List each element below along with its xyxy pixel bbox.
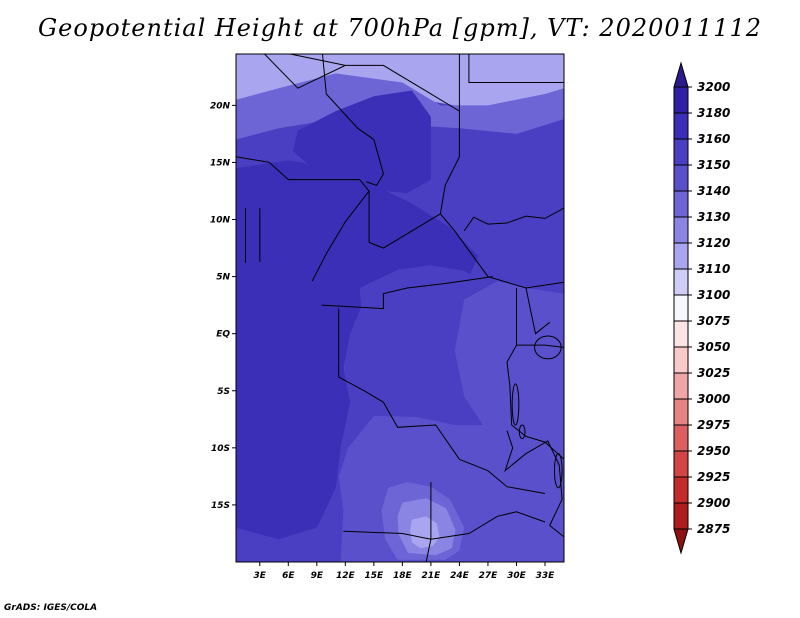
country-border	[463, 207, 564, 232]
colorbar-label: 2875	[697, 522, 730, 536]
y-tick-label: 5S	[217, 387, 230, 397]
colorbar-bottom-arrow	[673, 528, 689, 555]
x-tick-label: 12E	[336, 571, 356, 581]
colorbar-label: 2925	[697, 470, 730, 484]
y-tick-label: 5N	[216, 273, 230, 283]
colorbar-swatch	[673, 268, 689, 296]
y-tick-label: 20N	[210, 101, 231, 111]
colorbar-label: 3000	[697, 392, 730, 406]
country-border	[290, 54, 346, 66]
lake-outline	[553, 453, 563, 489]
x-tick-label: 15E	[365, 571, 385, 581]
colorbar-swatch	[673, 320, 689, 348]
colorbar-swatch	[673, 398, 689, 426]
field-region-west-coast-band	[236, 160, 479, 540]
x-tick-label: 18E	[393, 571, 413, 581]
map-frame	[235, 53, 565, 563]
colorbar-swatch	[673, 112, 689, 140]
colorbar-swatch	[673, 190, 689, 218]
colorbar-label: 3025	[697, 366, 730, 380]
colorbar-label: 3130	[697, 210, 730, 224]
colorbar-label: 3140	[697, 184, 730, 198]
colorbar-swatch	[673, 372, 689, 400]
colorbar-label: 2975	[697, 418, 730, 432]
colorbar-swatch	[673, 138, 689, 166]
colorbar-label: 3050	[697, 340, 730, 354]
colorbar-label: 2950	[697, 444, 730, 458]
x-tick-label: 3E	[254, 571, 267, 581]
colorbar-swatch	[673, 86, 689, 114]
country-border	[516, 344, 564, 348]
country-border	[504, 430, 564, 538]
lake-outline	[534, 335, 562, 360]
colorbar-label: 3180	[697, 106, 730, 120]
colorbar-label: 3200	[697, 80, 730, 94]
colorbar-top-arrow	[673, 61, 689, 88]
x-tick-label: 21E	[422, 571, 442, 581]
lake-outline	[511, 383, 520, 426]
field-region-east-sudan-region	[464, 144, 564, 277]
x-tick-label: 24E	[450, 571, 470, 581]
x-tick-label: 30E	[507, 571, 527, 581]
country-border	[468, 54, 564, 83]
colorbar-swatch	[673, 450, 689, 478]
country-border	[525, 287, 551, 335]
country-border	[506, 288, 564, 460]
colorbar-label: 3075	[697, 314, 730, 328]
x-axis: 3E 6E 9E 12E 15E 18E 21E 24E 27E 30E 33E	[254, 562, 556, 581]
colorbar-swatch	[673, 476, 689, 504]
footer-credit: GrADS: IGES/COLA	[4, 603, 98, 613]
lake-outline	[518, 424, 526, 440]
country-borders	[236, 54, 564, 562]
chart-title: Geopotential Height at 700hPa [gpm], VT:…	[38, 14, 762, 42]
y-tick-label: 15N	[210, 158, 231, 168]
x-tick-label: 9E	[311, 571, 324, 581]
y-tick-label: 10N	[210, 216, 231, 226]
colorbar-label: 3100	[697, 288, 730, 302]
country-border	[343, 511, 546, 540]
colorbar-swatch	[673, 346, 689, 374]
y-tick-label: 10S	[211, 444, 230, 454]
country-border	[425, 482, 432, 562]
x-tick-label: 33E	[536, 571, 556, 581]
country-border	[322, 54, 384, 186]
y-tick-label: EQ	[216, 330, 230, 340]
colorbar-swatch	[673, 294, 689, 322]
country-border	[311, 190, 370, 282]
colorbar-label: 2900	[697, 496, 730, 510]
y-tick-label: 15S	[211, 501, 230, 511]
x-tick-label: 27E	[479, 571, 499, 581]
height-field	[236, 54, 564, 562]
colorbar-swatch	[673, 216, 689, 244]
colorbar-swatch	[673, 424, 689, 452]
field-region-angola-low-center	[410, 516, 440, 549]
colorbar-label: 3110	[697, 262, 730, 276]
colorbar: 3200 3180 3160 3150 3140 3130 3120 3110 3100 3075…	[673, 61, 730, 555]
map-border-frame	[235, 53, 565, 563]
colorbar-swatch	[673, 164, 689, 192]
colorbar-swatch	[673, 502, 689, 530]
colorbar-label: 3150	[697, 158, 730, 172]
x-tick-label: 6E	[282, 571, 295, 581]
country-border	[321, 276, 493, 310]
country-border	[338, 376, 546, 494]
colorbar-label: 3120	[697, 236, 730, 250]
y-axis: 20N 15N 10N 5N EQ 5S 10S 15S	[210, 101, 236, 511]
colorbar-label: 3160	[697, 132, 730, 146]
colorbar-swatch	[673, 242, 689, 270]
